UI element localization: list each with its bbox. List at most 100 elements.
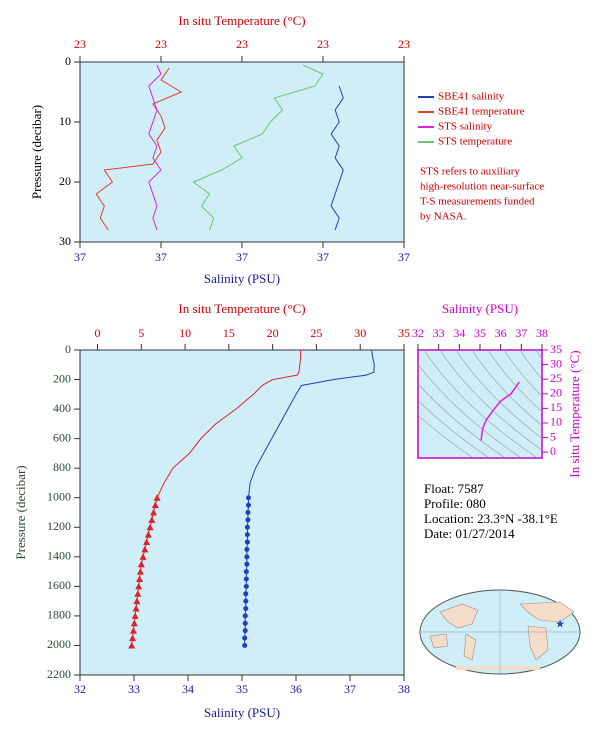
profile-line: [148, 64, 162, 231]
y-tick-label: 5: [550, 429, 556, 443]
y-axis-label: Pressure (decibar): [13, 465, 28, 559]
float-info: Location: 23.3°N -38.1°E: [424, 511, 558, 526]
data-point: [244, 561, 250, 567]
xticks-tick-label: 33: [433, 326, 445, 340]
data-point: [135, 582, 143, 590]
data-point: [244, 546, 250, 552]
contour: [455, 350, 542, 439]
x2ticks-tick-label: 35: [398, 326, 410, 340]
data-point: [243, 598, 249, 604]
xticks-tick-label: 35: [474, 326, 486, 340]
y-tick-label: 800: [53, 460, 71, 474]
y-tick-label: 20: [59, 174, 71, 188]
y-tick-label: 2000: [47, 637, 71, 651]
legend-label: SBE41 salinity: [438, 91, 505, 103]
data-point: [243, 583, 249, 589]
data-point: [132, 605, 140, 612]
x2ticks-tick-label: 25: [310, 326, 322, 340]
data-point: [136, 575, 144, 582]
xticks-tick-label: 38: [536, 326, 548, 340]
note-line: high-resolution near-surface: [420, 181, 544, 193]
y-tick-label: 0: [65, 342, 71, 356]
data-point: [242, 620, 248, 626]
data-point: [244, 532, 250, 538]
x-axis-label: Salinity (PSU): [204, 271, 280, 286]
data-point: [243, 569, 249, 575]
y-tick-label: 35: [550, 342, 562, 356]
x2ticks-tick-label: 23: [317, 37, 329, 51]
x2ticks-tick-label: 10: [179, 326, 191, 340]
x2ticks-tick-label: 23: [74, 37, 86, 51]
data-point: [245, 502, 251, 508]
x2ticks-tick-label: 23: [155, 37, 167, 51]
xticks-tick-label: 37: [236, 250, 248, 264]
plot-area: [79, 349, 405, 676]
x2ticks-tick-label: 23: [398, 37, 410, 51]
x-axis-label: Salinity (PSU): [442, 301, 518, 316]
data-point: [244, 554, 250, 560]
data-point: [148, 516, 156, 523]
data-point: [243, 591, 249, 597]
data-point: [136, 568, 144, 575]
profile-line: [192, 64, 324, 231]
legend-label: STS salinity: [438, 121, 493, 133]
data-point: [150, 509, 158, 516]
xticks-tick-label: 37: [344, 682, 356, 696]
data-point: [245, 517, 251, 523]
xticks-tick-label: 35: [236, 682, 248, 696]
y-tick-label: 1800: [47, 608, 71, 622]
float-info: Profile: 080: [424, 496, 486, 511]
y-tick-label: 20: [550, 386, 562, 400]
ts-line: [480, 381, 520, 441]
xticks-tick-label: 37: [155, 250, 167, 264]
data-point: [243, 606, 249, 612]
contour: [418, 383, 506, 458]
contour: [503, 350, 542, 397]
data-point: [131, 612, 139, 619]
data-point: [133, 597, 141, 605]
y-tick-label: 10: [59, 114, 71, 128]
x2-axis-label: In situ Temperature (°C): [178, 13, 305, 28]
data-point: [244, 524, 250, 530]
xticks-tick-label: 38: [398, 682, 410, 696]
plot-area: [417, 349, 543, 459]
x2ticks-tick-label: 0: [95, 326, 101, 340]
y-tick-label: 1400: [47, 549, 71, 563]
data-point: [144, 531, 152, 538]
xticks-tick-label: 32: [74, 682, 86, 696]
y-tick-label: 0: [550, 444, 556, 458]
contour: [439, 350, 542, 451]
note-line: by NASA.: [420, 211, 467, 223]
xticks-tick-label: 33: [128, 682, 140, 696]
contour: [519, 350, 542, 380]
x-axis-label: Salinity (PSU): [204, 705, 280, 720]
data-point: [242, 642, 248, 648]
data-point: [129, 634, 137, 642]
data-point: [243, 576, 249, 582]
y-tick-label: 0: [65, 54, 71, 68]
y-tick-label: 1600: [47, 578, 71, 592]
xticks-tick-label: 36: [495, 326, 507, 340]
contour: [423, 350, 538, 458]
data-point: [244, 539, 250, 545]
float-info: Float: 7587: [424, 481, 484, 496]
data-point: [242, 628, 248, 634]
y-axis-label: In situ Temperature (°C): [567, 350, 582, 477]
xticks-tick-label: 37: [398, 250, 410, 264]
x2ticks-tick-label: 23: [236, 37, 248, 51]
contour: [487, 350, 542, 413]
data-point: [141, 545, 149, 553]
profile-line: [95, 67, 183, 231]
world-map: ★: [419, 589, 581, 675]
data-point: [143, 538, 151, 546]
y-axis-label: Pressure (decibar): [29, 105, 44, 199]
xticks-tick-label: 36: [290, 682, 302, 696]
data-point: [245, 510, 251, 515]
contour: [418, 363, 522, 458]
y-tick-label: 30: [550, 356, 562, 370]
data-point: [139, 553, 147, 560]
xticks-tick-label: 37: [515, 326, 527, 340]
xticks-tick-label: 32: [412, 326, 424, 340]
xticks-tick-label: 34: [453, 326, 465, 340]
